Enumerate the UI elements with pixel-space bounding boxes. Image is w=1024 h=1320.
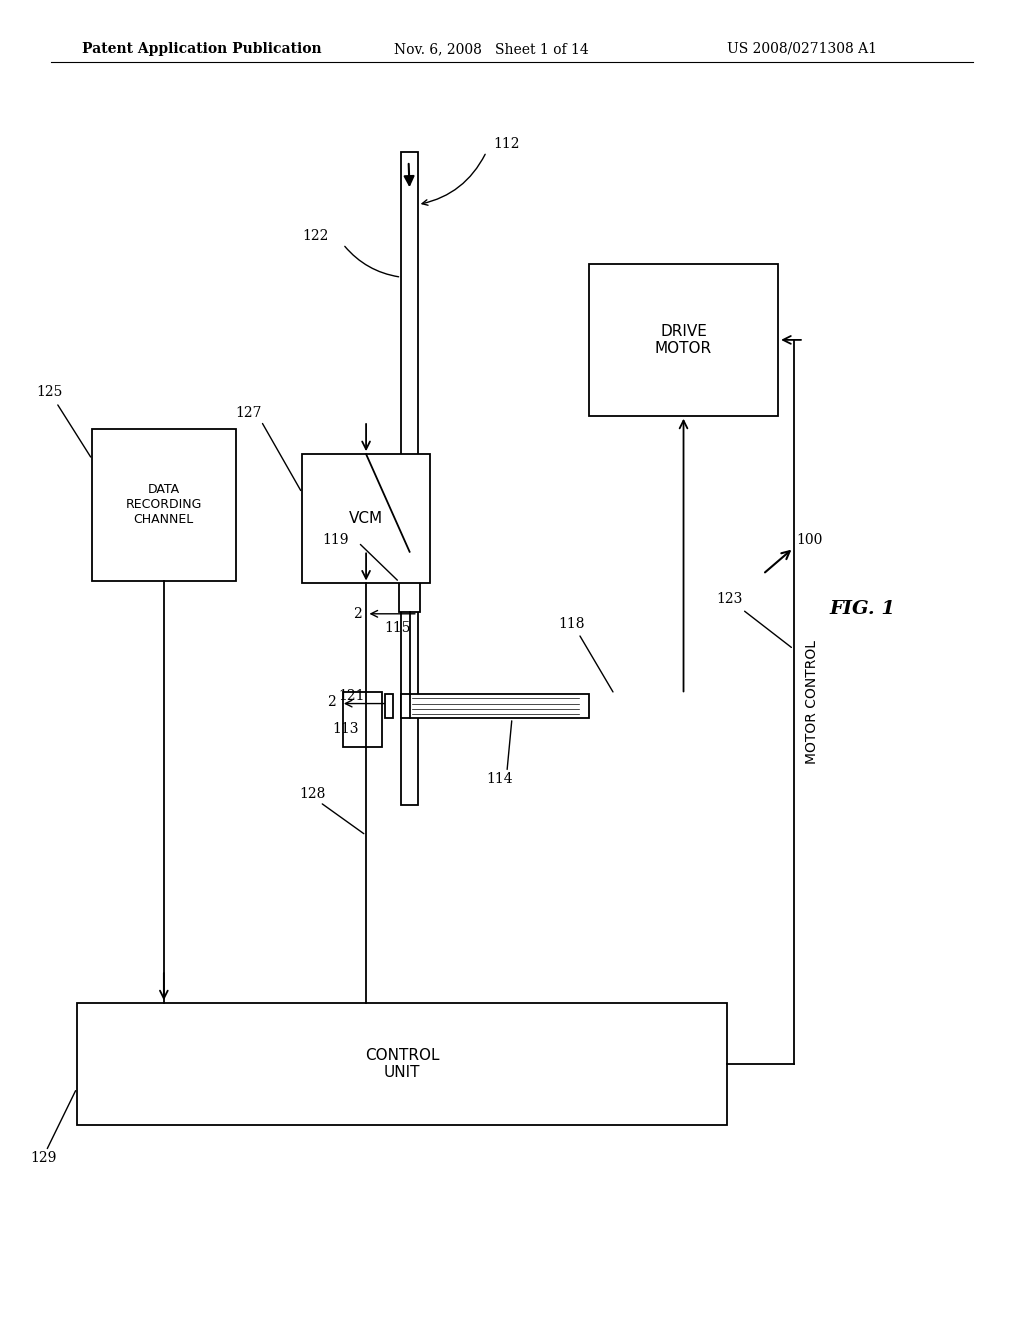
Bar xyxy=(385,694,393,718)
Text: 119: 119 xyxy=(323,533,349,546)
Text: 112: 112 xyxy=(494,137,520,150)
Bar xyxy=(401,694,589,718)
Bar xyxy=(92,429,236,581)
Text: 113: 113 xyxy=(333,722,359,735)
Text: 100: 100 xyxy=(797,533,823,546)
Text: MOTOR CONTROL: MOTOR CONTROL xyxy=(805,640,819,764)
Bar xyxy=(343,692,382,747)
Text: Nov. 6, 2008   Sheet 1 of 14: Nov. 6, 2008 Sheet 1 of 14 xyxy=(394,42,589,55)
Text: 2: 2 xyxy=(352,607,361,620)
Text: FIG. 1: FIG. 1 xyxy=(829,599,895,618)
Text: 121: 121 xyxy=(338,689,365,702)
Text: 129: 129 xyxy=(31,1151,57,1164)
Text: DATA
RECORDING
CHANNEL: DATA RECORDING CHANNEL xyxy=(126,483,202,527)
Text: 128: 128 xyxy=(299,787,326,801)
Text: 114: 114 xyxy=(486,772,513,785)
Text: 125: 125 xyxy=(36,385,62,399)
Text: 123: 123 xyxy=(717,591,743,606)
Text: 122: 122 xyxy=(302,230,329,243)
Bar xyxy=(399,552,420,612)
Text: Patent Application Publication: Patent Application Publication xyxy=(82,42,322,55)
Text: US 2008/0271308 A1: US 2008/0271308 A1 xyxy=(727,42,877,55)
Text: 115: 115 xyxy=(384,622,411,635)
Text: CONTROL
UNIT: CONTROL UNIT xyxy=(365,1048,439,1080)
Text: 127: 127 xyxy=(236,407,262,420)
Bar xyxy=(77,1003,727,1125)
Text: 2: 2 xyxy=(327,696,336,709)
Bar xyxy=(302,454,430,583)
Text: DRIVE
MOTOR: DRIVE MOTOR xyxy=(655,323,712,356)
Bar xyxy=(589,264,778,416)
Text: VCM: VCM xyxy=(349,511,383,527)
Bar xyxy=(401,152,418,805)
Text: 118: 118 xyxy=(558,618,585,631)
